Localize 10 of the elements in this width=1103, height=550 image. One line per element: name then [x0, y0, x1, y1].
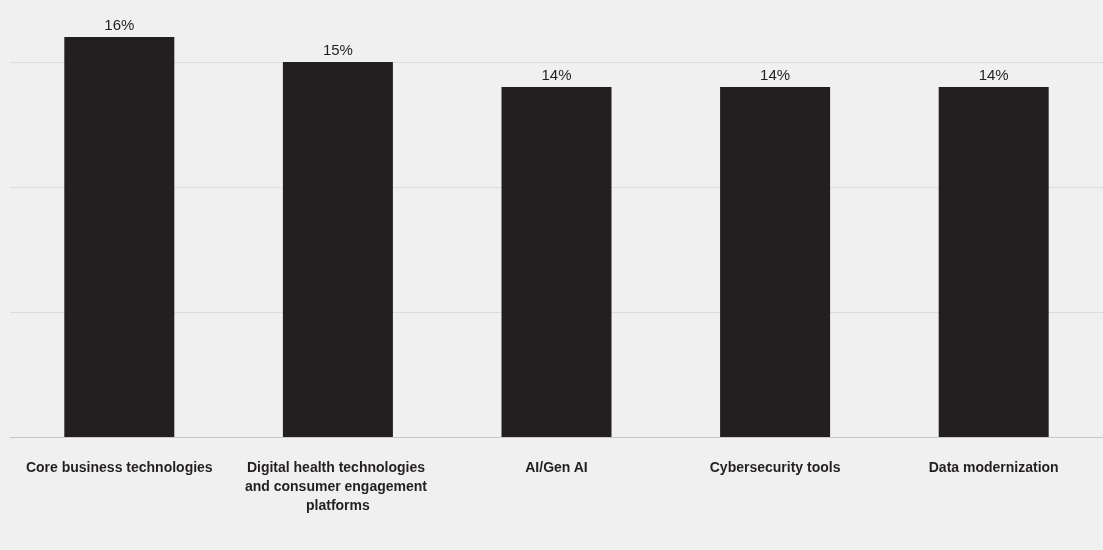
data-label: 14%: [541, 66, 572, 83]
x-tick-label: Digital health technologies and consumer engagement platforms: [244, 458, 431, 513]
data-label: 15%: [322, 41, 353, 58]
data-label: 14%: [978, 66, 1009, 83]
x-tick-label: Cybersecurity tools: [709, 458, 841, 475]
x-tick-label: AI/Gen AI: [525, 458, 588, 475]
x-tick-label: Data modernization: [928, 458, 1059, 475]
data-label: 14%: [760, 66, 791, 83]
data-label: 16%: [104, 16, 135, 33]
x-tick-label: Core business technologies: [25, 458, 213, 475]
